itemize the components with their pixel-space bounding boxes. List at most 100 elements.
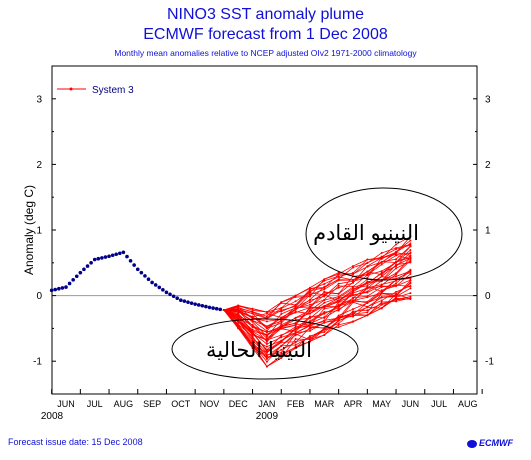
observed-point [100,256,104,260]
forecast-member-point [308,337,311,340]
observed-point [196,303,201,307]
forecast-member-point [409,287,412,290]
observed-point [96,256,101,261]
y-tick-label-left: -1 [33,357,42,368]
observed-point [89,261,93,265]
forecast-member-point [280,334,283,337]
forecast-member-point [280,307,283,310]
forecast-member-line [223,298,411,367]
forecast-member-point [337,322,340,325]
forecast-member-point [294,310,297,313]
forecast-member-point [308,309,311,312]
observed-point [64,285,68,289]
forecast-member-point [294,300,297,303]
forecast-member-point [323,301,326,304]
x-tick-label: JUL [431,399,447,409]
forecast-member-point [265,316,268,319]
forecast-member-point [395,275,398,278]
forecast-member-point [409,258,412,261]
forecast-member-point [352,265,354,268]
forecast-member-point [380,261,383,264]
forecast-member-point [337,306,340,309]
forecast-member-point [366,290,369,293]
forecast-member-point [395,272,398,275]
observed-point [114,252,119,257]
forecast-member-point [409,281,412,284]
el-nino-ellipse [305,187,463,281]
forecast-member-point [308,329,311,332]
forecast-member-point [308,291,311,294]
observed-point [193,302,197,306]
forecast-member-point [265,333,268,336]
forecast-member-point [409,261,412,264]
observed-point [164,290,169,295]
x-tick-label: MAR [314,399,335,409]
x-tick-label: JUL [87,399,103,409]
forecast-member-point [323,291,326,294]
forecast-member-point [409,285,412,288]
forecast-member-line [223,282,411,354]
forecast-member-point [280,320,283,323]
forecast-member-line [223,236,411,313]
forecast-member-line [223,297,411,367]
la-nina-annotation: النينيا الحالية [206,339,312,362]
ecmwf-logo: ECMWF [467,438,513,448]
forecast-member-point [352,308,354,311]
forecast-member-point [280,354,283,357]
forecast-member-point [251,338,254,341]
forecast-member-line [223,269,411,341]
forecast-member-point [352,285,354,288]
x-tick-label: SEP [143,399,161,409]
forecast-member-point [294,341,297,344]
forecast-member-point [409,292,412,295]
forecast-member-point [280,348,283,351]
x-tick-label: FEB [287,399,305,409]
forecast-member-point [294,324,297,327]
forecast-member-point [395,261,398,264]
observed-point [135,267,140,272]
forecast-member-point [251,328,254,331]
forecast-member-point [308,335,311,338]
forecast-member-point [251,324,254,327]
forecast-member-point [395,282,398,285]
forecast-member-point [395,300,398,303]
observed-point [110,253,115,258]
forecast-member-point [409,252,412,255]
forecast-member-point [308,326,311,329]
y-tick-label-left: 2 [36,160,42,171]
observed-point [74,274,79,279]
observed-point [71,278,75,282]
forecast-member-point [337,299,340,302]
observed-point [218,307,223,312]
forecast-member-point [337,303,340,306]
forecast-member-point [352,313,354,316]
forecast-member-point [337,272,340,275]
y-tick-label-left: 0 [36,291,42,302]
forecast-member-point [366,284,369,287]
forecast-member-point [265,325,268,328]
forecast-member-point [280,325,283,328]
observed-point [57,286,61,291]
observed-point [157,285,162,290]
forecast-member-point [352,320,354,323]
forecast-member-point [265,339,268,342]
forecast-member-point [308,301,311,304]
observed-point [175,296,180,301]
x-tick-label: JAN [258,399,275,409]
forecast-member-point [337,286,340,289]
forecast-member-point [294,316,297,319]
forecast-member-point [323,312,326,315]
forecast-member-point [337,305,340,308]
forecast-member-point [265,345,268,348]
forecast-member-point [352,290,354,293]
forecast-member-point [265,335,268,338]
forecast-member-point [251,330,254,333]
forecast-member-point [337,318,340,321]
forecast-member-point [251,315,254,318]
forecast-member-point [251,319,254,322]
observed-point [189,301,194,305]
forecast-member-point [395,258,398,261]
forecast-member-point [409,297,412,300]
observed-point [200,303,205,308]
y-tick-label-right: 0 [485,291,491,302]
